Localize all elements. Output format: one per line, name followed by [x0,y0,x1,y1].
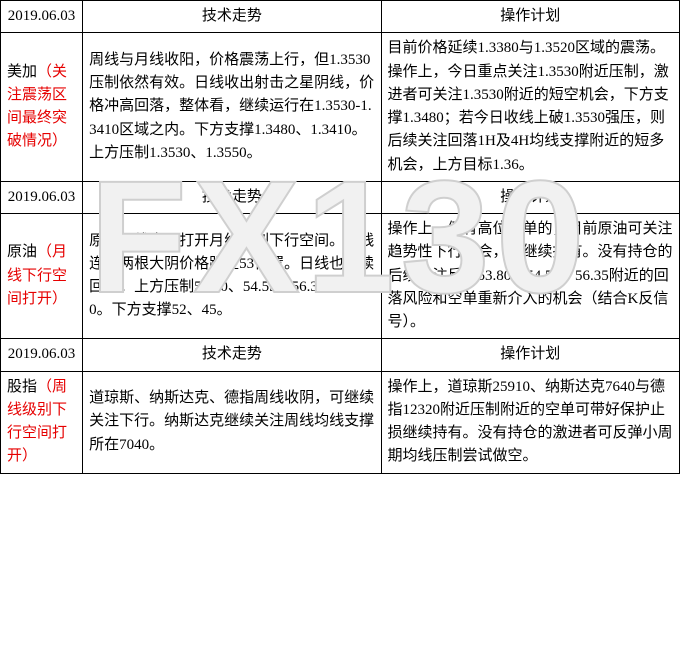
table-row: 美加（关注震荡区间最终突破情况） 周线与月线收阳，价格震荡上行，但1.3530压… [1,33,680,182]
trend-cell: 周线与月线收阳，价格震荡上行，但1.3530压制依然有效。日线收出射击之星阴线，… [83,33,381,182]
date-cell: 2019.06.03 [1,339,83,371]
row-label-cell: 原油（月线下行空间打开） [1,214,83,339]
row-label-cell: 股指（周线级别下行空间打开） [1,371,83,473]
plan-cell: 目前价格延续1.3380与1.3520区域的震荡。操作上，今日重点关注1.353… [381,33,679,182]
label-main: 美加 [7,64,37,80]
table-row: 原油（月线下行空间打开） 原油月线大阴打开月线级别下行空间。周线连续两根大阴价格… [1,214,680,339]
label-main: 股指 [7,379,37,395]
label-main: 原油 [7,244,37,260]
plan-header-cell: 操作计划 [381,339,679,371]
plan-header-cell: 操作计划 [381,1,679,33]
plan-header-cell: 操作计划 [381,181,679,213]
plan-cell: 操作上，仍有高位空单的，目前原油可关注趋势性下行机会，可继续持有。没有持仓的后续… [381,214,679,339]
trend-cell: 原油月线大阴打开月线级别下行空间。周线连续两根大阴价格跌至53位置。日线也持续回… [83,214,381,339]
trend-header-cell: 技术走势 [83,339,381,371]
trend-cell: 道琼斯、纳斯达克、德指周线收阴，可继续关注下行。纳斯达克继续关注周线均线支撑所在… [83,371,381,473]
row-label-cell: 美加（关注震荡区间最终突破情况） [1,33,83,182]
table-row: 2019.06.03 技术走势 操作计划 [1,1,680,33]
trend-header-cell: 技术走势 [83,1,381,33]
analysis-table: 2019.06.03 技术走势 操作计划 美加（关注震荡区间最终突破情况） 周线… [0,0,680,474]
plan-cell: 操作上，道琼斯25910、纳斯达克7640与德指12320附近压制附近的空单可带… [381,371,679,473]
trend-header-cell: 技术走势 [83,181,381,213]
table-row: 股指（周线级别下行空间打开） 道琼斯、纳斯达克、德指周线收阴，可继续关注下行。纳… [1,371,680,473]
date-cell: 2019.06.03 [1,1,83,33]
table-row: 2019.06.03 技术走势 操作计划 [1,339,680,371]
page-wrap: FX130 FX130 2019.06.03 技术走势 操作计划 美加（关注震荡… [0,0,680,474]
date-cell: 2019.06.03 [1,181,83,213]
table-row: 2019.06.03 技术走势 操作计划 [1,181,680,213]
